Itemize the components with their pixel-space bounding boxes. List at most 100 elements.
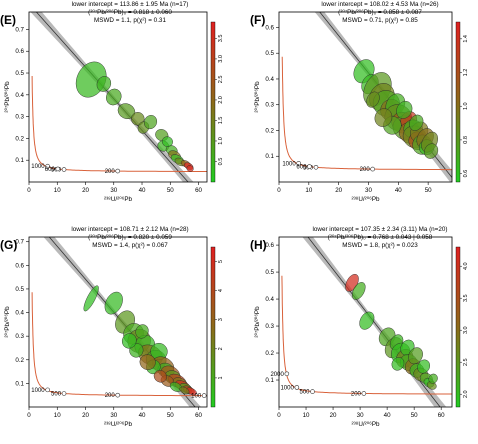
concordia-curve — [31, 75, 207, 172]
x-axis-label: ²³⁸U/²⁰⁶Pb — [104, 421, 133, 428]
x-tick-label: 10 — [303, 412, 310, 419]
error-ellipse — [106, 88, 122, 106]
concordia-age-marker — [370, 166, 375, 172]
chart-subtitle: (²⁰⁷Pb/²⁰⁶Pb)₀ = 0.858 ± 0.087 — [338, 9, 422, 16]
plot-frame — [28, 236, 208, 408]
x-tick-label: 60 — [195, 412, 202, 419]
colorbar-tick-label: 1.0 — [218, 137, 224, 145]
x-tick-label: 40 — [395, 187, 402, 194]
concordia-age-marker — [296, 161, 301, 166]
concordia-age-marker — [45, 387, 50, 393]
error-ellipse — [424, 143, 439, 159]
concordia-age-label: 600 — [296, 165, 307, 171]
x-tick-label: 0 — [27, 187, 31, 194]
colorbar-tick-label: 0.5 — [218, 158, 224, 166]
colorbar-tick-label: 2.0 — [463, 390, 469, 398]
y-tick-label: 0.4 — [265, 76, 274, 83]
error-ellipse — [408, 347, 423, 365]
y-tick-label: 0.7 — [15, 239, 24, 246]
colorbar — [455, 246, 461, 408]
colorbar-tick-label: 0.8 — [463, 136, 469, 144]
x-tick-label: 10 — [305, 187, 312, 194]
x-tick-label: 30 — [110, 412, 117, 419]
regression-line — [307, 237, 441, 407]
y-tick-label: 0.1 — [15, 157, 24, 164]
plot-frame — [28, 11, 208, 183]
colorbar-tick-label: 3.0 — [463, 326, 469, 334]
concordia-age-marker — [313, 164, 319, 170]
x-tick-label: 30 — [365, 187, 372, 194]
concordia-age-label: 200 — [351, 391, 362, 397]
colorbar-tick-label: 5 — [218, 260, 224, 263]
colorbar-tick-label: 3 — [218, 318, 224, 321]
concordia-age-marker — [55, 166, 61, 172]
y-tick-label: 0.2 — [15, 135, 24, 142]
error-ellipse — [104, 291, 123, 315]
x-tick-label: 0 — [27, 412, 31, 419]
x-tick-label: 20 — [330, 412, 337, 419]
error-ellipse — [409, 114, 424, 131]
x-tick-label: 50 — [167, 187, 174, 194]
concordia-age-marker — [61, 391, 67, 396]
regression-error-band — [30, 12, 194, 182]
concordia-age-marker — [61, 167, 67, 172]
error-ellipse — [135, 324, 149, 339]
x-axis-label: ²³⁸U/²⁰⁶Pb — [104, 196, 133, 203]
y-tick-label: 0.2 — [265, 127, 274, 134]
error-ellipse — [161, 136, 173, 147]
concordia-age-marker — [115, 392, 121, 398]
x-axis-label: ²³⁸U/²⁰⁶Pb — [351, 196, 380, 203]
plot-area — [30, 12, 207, 182]
colorbar-tick-label: 1.2 — [463, 69, 469, 77]
y-tick-label: 0.3 — [265, 323, 274, 330]
concordia-age-label: 200 — [105, 393, 116, 399]
error-ellipse — [179, 386, 190, 395]
concordia-age-label: 1000 — [31, 388, 45, 394]
x-tick-label: 60 — [438, 412, 445, 419]
concordia-age-label: 1000 — [280, 385, 294, 391]
y-axis-label: ²⁰⁷Pb/²⁰⁶Pb — [4, 81, 11, 113]
colorbar-tick-label: 3.0 — [218, 55, 224, 63]
x-tick-label: 10 — [54, 412, 61, 419]
concordia-age-marker — [284, 371, 290, 377]
error-ellipse — [428, 373, 438, 384]
colorbar-tick-label: 4 — [218, 289, 224, 292]
panel-f: (F) lower intercept = 108.02 ± 4.53 Ma (n… — [250, 1, 469, 203]
panel-h: (H) lower intercept = 107.35 ± 2.34 (3.11… — [250, 226, 469, 428]
concordia-curve — [281, 275, 452, 395]
concordia-age-label: 2000 — [270, 372, 284, 378]
concordia-age-marker — [45, 163, 50, 169]
x-tick-label: 40 — [139, 412, 146, 419]
y-tick-label: 0.6 — [265, 242, 274, 249]
concordia-age-label: 100 — [191, 394, 202, 400]
y-axis-label: ²⁰⁷Pb/²⁰⁶Pb — [254, 81, 261, 113]
plot-area — [31, 237, 207, 407]
chart-title: lower intercept = 108.02 ± 4.53 Ma (n=26… — [321, 1, 438, 8]
x-tick-label: 30 — [110, 187, 117, 194]
concordia-curve — [31, 292, 207, 397]
x-tick-label: 20 — [82, 412, 89, 419]
x-tick-label: 0 — [277, 187, 281, 194]
colorbar-tick-label: 2.5 — [463, 358, 469, 366]
y-tick-label: 0.4 — [15, 92, 24, 99]
chart-title: lower intercept = 107.35 ± 2.34 (3.11) M… — [313, 226, 448, 233]
chart-subtitle-2: MSWD = 1.4, p(χ²) = 0.067 — [92, 242, 168, 249]
panel-e: (E) lower intercept = 113.86 ± 1.95 Ma (n… — [0, 1, 224, 203]
chart-subtitle-2: MSWD = 0.71, p(χ²) = 0.85 — [342, 17, 418, 24]
y-tick-label: 0.5 — [265, 269, 274, 276]
y-tick-label: 0.6 — [15, 48, 24, 55]
concordia-age-marker — [310, 389, 315, 394]
y-tick-label: 0.1 — [15, 380, 24, 387]
y-tick-label: 0.5 — [15, 70, 24, 77]
colorbar-tick-label: 4.0 — [463, 262, 469, 270]
error-ellipse — [366, 91, 380, 108]
x-tick-label: 10 — [54, 187, 61, 194]
chart-subtitle: (²⁰⁷Pb/²⁰⁶Pb)₀ = 0.818 ± 0.060 — [88, 9, 172, 16]
plot-area — [281, 12, 452, 182]
chart-subtitle-2: MSWD = 1.1, p(χ²) = 0.31 — [94, 17, 166, 24]
x-tick-label: 50 — [167, 412, 174, 419]
y-tick-label: 0.6 — [15, 262, 24, 269]
panel-label: (E) — [0, 13, 16, 27]
error-ellipse — [391, 357, 405, 371]
colorbar-tick-label: 1.5 — [218, 117, 224, 125]
